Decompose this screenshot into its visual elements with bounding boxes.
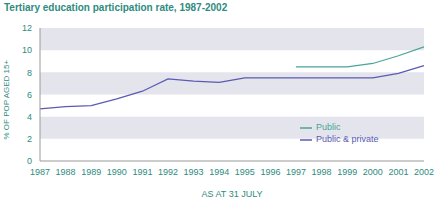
svg-text:1992: 1992 xyxy=(158,167,178,177)
svg-text:2: 2 xyxy=(27,134,32,144)
svg-text:10: 10 xyxy=(22,45,32,55)
svg-text:% OF POP AGED 15+: % OF POP AGED 15+ xyxy=(8,60,11,140)
svg-text:1988: 1988 xyxy=(56,167,76,177)
html-text:Public & private: Public & private xyxy=(316,134,379,145)
svg-text:12: 12 xyxy=(22,23,32,33)
svg-text:8: 8 xyxy=(27,68,32,78)
svg-text:1993: 1993 xyxy=(184,167,204,177)
svg-text:1990: 1990 xyxy=(107,167,127,177)
svg-text:AS AT 31 JULY: AS AT 31 JULY xyxy=(201,189,262,199)
svg-text:6: 6 xyxy=(27,90,32,100)
svg-text:1999: 1999 xyxy=(337,167,357,177)
svg-text:1991: 1991 xyxy=(132,167,152,177)
svg-text:2002: 2002 xyxy=(414,167,432,177)
svg-text:4: 4 xyxy=(27,112,32,122)
svg-text:2001: 2001 xyxy=(388,167,408,177)
svg-text:1987: 1987 xyxy=(30,167,50,177)
svg-text:1989: 1989 xyxy=(81,167,101,177)
svg-text:1996: 1996 xyxy=(260,167,280,177)
svg-text:0: 0 xyxy=(27,156,32,166)
svg-text:2000: 2000 xyxy=(363,167,383,177)
html-text:Tertiary education participati: Tertiary education participation rate, 1… xyxy=(4,2,228,13)
html-text:Public: Public xyxy=(316,122,341,133)
svg-text:1994: 1994 xyxy=(209,167,229,177)
svg-text:1998: 1998 xyxy=(312,167,332,177)
svg-text:1997: 1997 xyxy=(286,167,306,177)
svg-text:1995: 1995 xyxy=(235,167,255,177)
